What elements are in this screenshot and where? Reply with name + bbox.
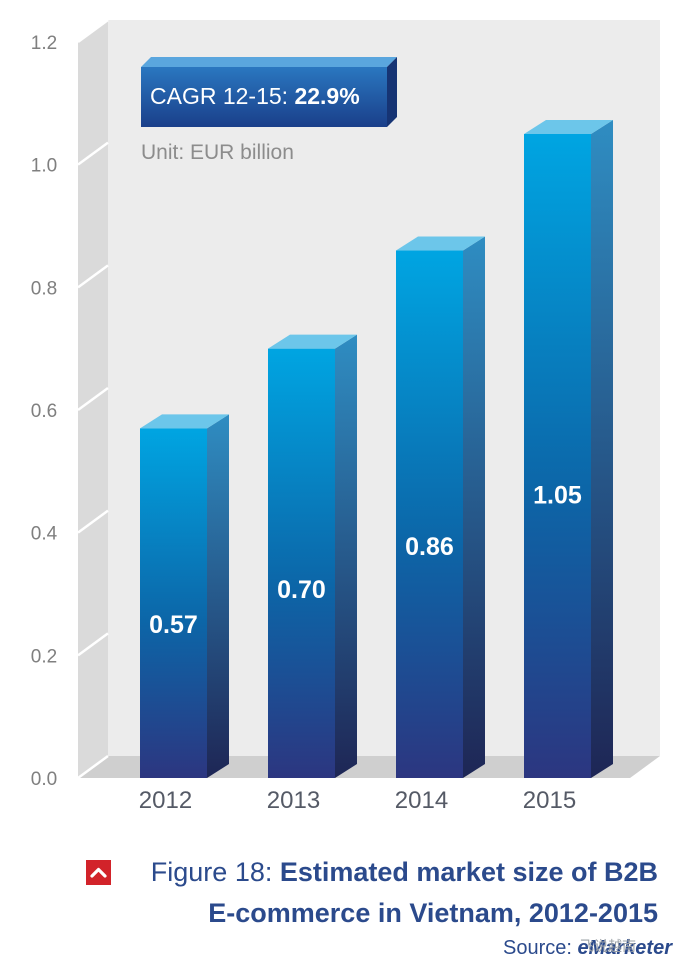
y-gridline [77,632,109,657]
bar-value-label: 0.70 [277,576,326,604]
cagr-box: CAGR 12-15: 22.9% [141,57,397,127]
bar-side [335,334,357,778]
bar [396,236,485,779]
figure-label: Figure 18: [150,857,280,887]
bar [140,414,229,778]
bar [268,334,357,778]
y-gridline [77,386,109,412]
source-prefix: Source: [503,937,578,959]
bar [524,120,613,778]
y-gridline [77,754,109,780]
figure-title-line2: E-commerce in Vietnam, 2012-2015 [208,898,658,928]
y-tick-label: 0.0 [31,769,57,790]
figure-title-line1: Estimated market size of B2B [279,857,658,887]
watermark: 飞说越南 [580,939,636,955]
bar-value-label: 0.86 [405,533,454,561]
x-tick-label: 2015 [523,787,576,814]
cagr-box-top [141,57,397,67]
cagr-box-face [141,67,387,127]
figure-caption-line1: Figure 18: Estimated market size of B2B [151,856,658,888]
y-tick-label: 0.4 [31,524,58,545]
bar-front [140,428,207,778]
source-line: Source: eMarketer [503,937,672,960]
unit-label: Unit: EUR billion [141,141,294,164]
bar-value-label: 1.05 [533,482,582,510]
bar-side [207,414,229,778]
bar-front [524,134,591,778]
y-gridline [77,264,109,289]
y-tick-label: 0.2 [31,646,57,667]
figure-caption-line2: E-commerce in Vietnam, 2012-2015 [208,897,658,929]
y-tick-label: 0.6 [31,401,57,422]
y-gridline [77,141,109,166]
y-tick-label: 0.8 [31,278,57,299]
bar-chart: 0.0 0.2 0.4 0.6 0.8 1.0 1.2 0.57 2012 0.70 2013 0.… [31,18,660,814]
y-tick-label: 1.0 [31,156,57,177]
x-tick-label: 2014 [395,787,448,814]
chart-back-wall [108,20,660,756]
x-tick-label: 2013 [267,787,320,814]
y-tick-label: 1.2 [31,33,57,54]
bar-top [524,120,613,134]
y-gridline [77,509,109,534]
source-name: eMarketer [577,937,672,959]
chevron-up-icon [86,860,111,885]
cagr-annotation: CAGR 12-15: 22.9% [150,83,360,109]
cagr-value: 22.9% [294,83,359,109]
y-gridline [77,18,109,44]
x-tick-label: 2012 [139,787,192,814]
bar-top [396,236,485,251]
bar-front [268,348,335,778]
cagr-prefix: CAGR 12-15: [150,83,294,109]
bar-side [591,120,613,778]
bar-value-label: 0.57 [149,611,198,639]
bar-top [268,334,357,349]
cagr-box-side [387,57,397,127]
bar-side [463,236,485,779]
bar-top [140,414,229,429]
bar-front [396,250,463,779]
